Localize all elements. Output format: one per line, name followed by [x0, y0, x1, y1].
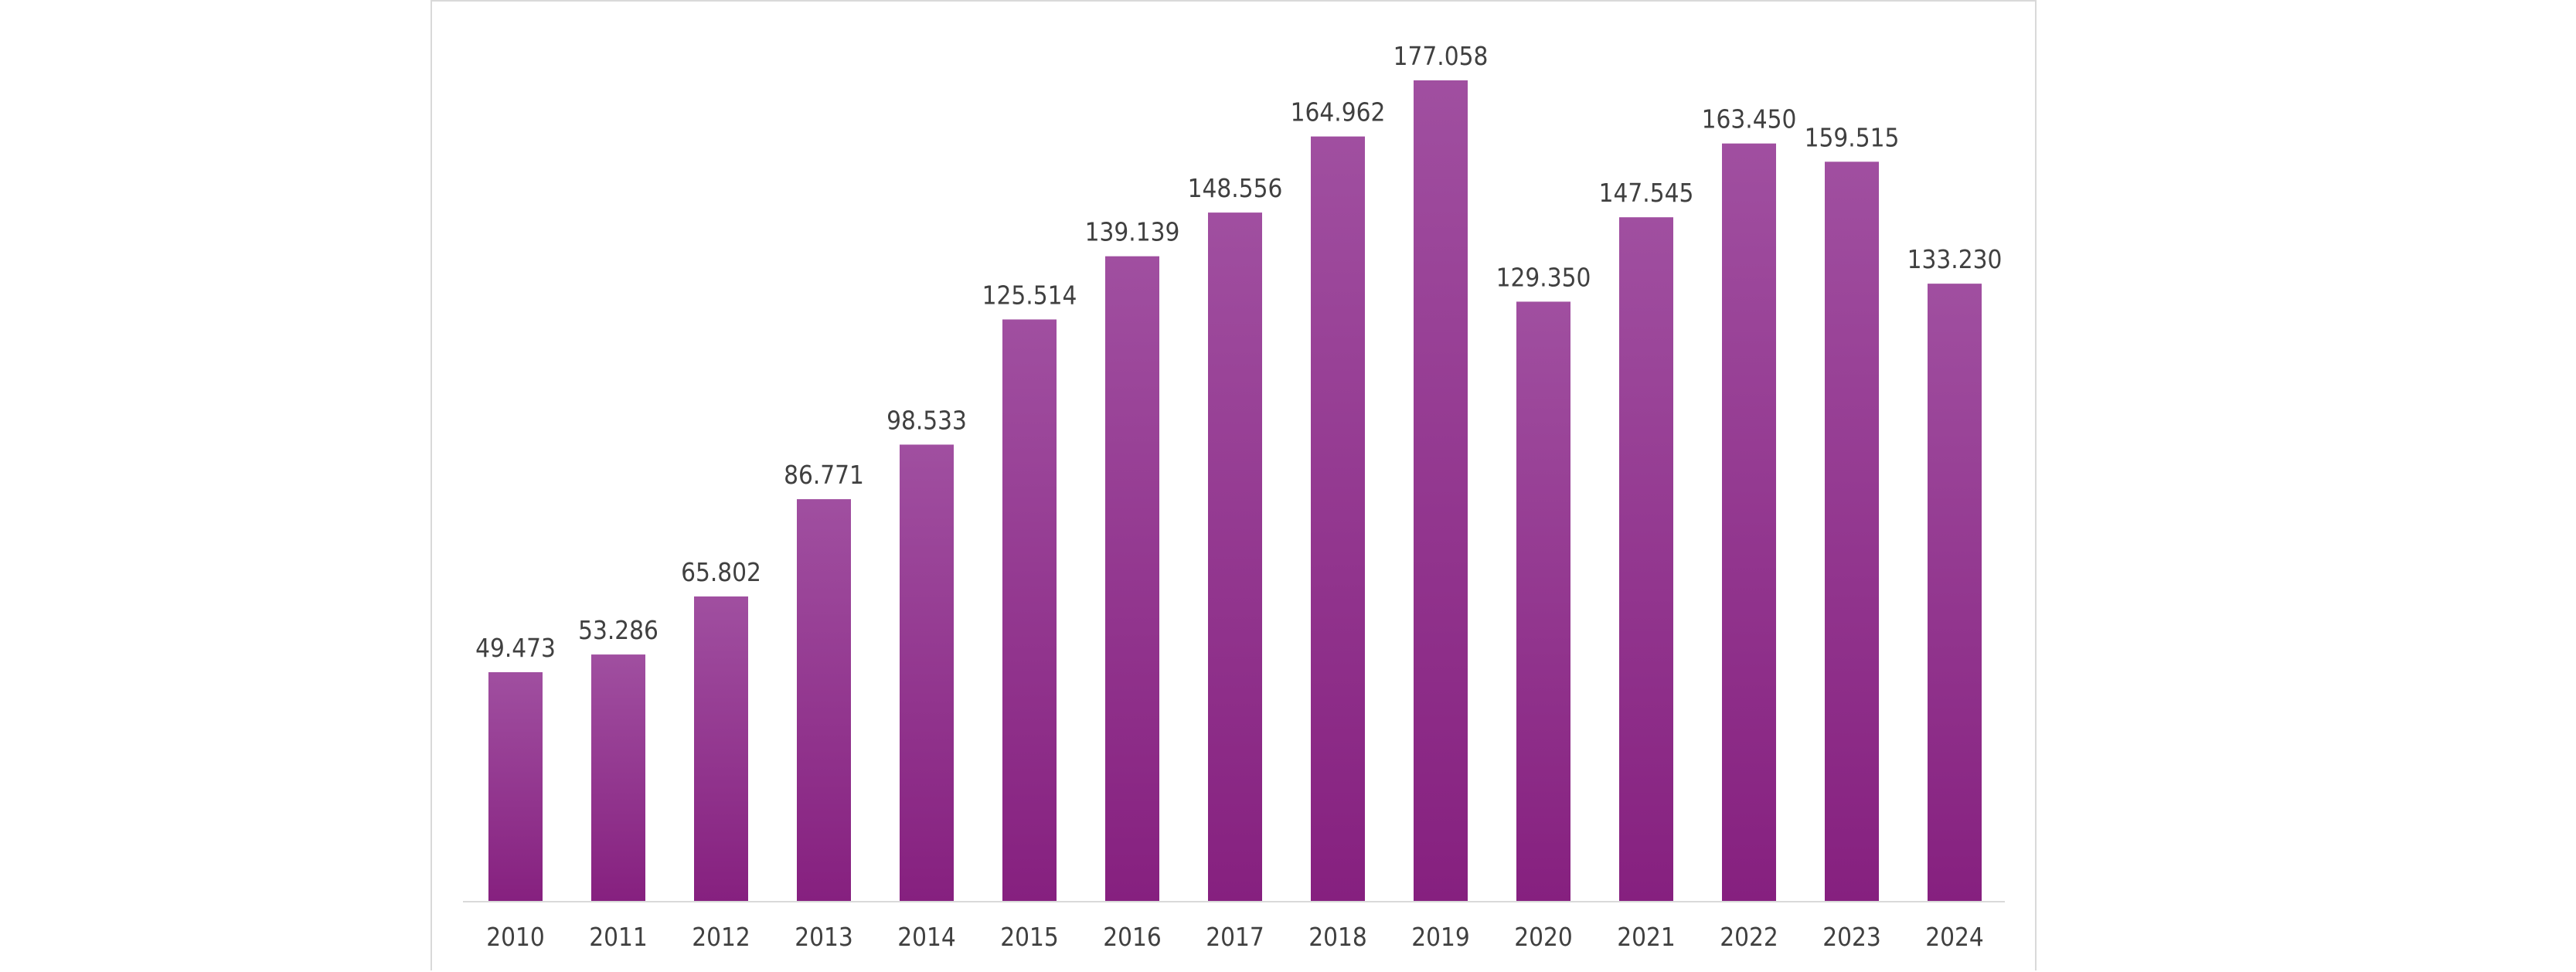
data-label-2024: 133.230: [1907, 244, 2003, 274]
x-tick-label-2022: 2022: [1720, 922, 1778, 952]
x-tick-label-2019: 2019: [1411, 922, 1470, 952]
data-label-2012: 65.802: [681, 557, 761, 587]
x-tick-label-2018: 2018: [1308, 922, 1367, 952]
data-label-2013: 86.771: [784, 460, 864, 490]
x-tick-label-2021: 2021: [1617, 922, 1676, 952]
x-tick-label-2010: 2010: [486, 922, 545, 952]
bar-2012: [694, 596, 748, 902]
x-tick-label-2023: 2023: [1822, 922, 1881, 952]
data-label-2011: 53.286: [578, 615, 658, 645]
bar-2022: [1722, 143, 1776, 902]
x-tick-label-2015: 2015: [1000, 922, 1059, 952]
chart-frame: 49.473 53.286 65.802 86.771 98.533 125.514 139…: [430, 0, 2037, 970]
bar-2015: [1002, 319, 1057, 902]
x-axis-tick-labels: 2010 2011 2012 2013 2014 2015 2016 2017 2018 2019…: [486, 922, 1984, 952]
value-labels-layer: 49.473 53.286 65.802 86.771 98.533 125.514 139…: [475, 41, 2002, 663]
data-label-2017: 148.556: [1188, 173, 1283, 203]
data-label-2016: 139.139: [1085, 217, 1180, 247]
data-label-2018: 164.962: [1291, 97, 1386, 127]
data-label-2023: 159.515: [1805, 122, 1900, 152]
data-label-2021: 147.545: [1599, 178, 1694, 208]
data-label-2010: 49.473: [475, 633, 556, 663]
bar-2017: [1208, 212, 1262, 902]
x-tick-label-2012: 2012: [692, 922, 750, 952]
bar-2014: [900, 444, 954, 902]
bar-chart: 49.473 53.286 65.802 86.771 98.533 125.514 139…: [463, 41, 2005, 952]
data-label-2022: 163.450: [1702, 104, 1797, 134]
bar-2018: [1311, 136, 1365, 902]
x-tick-label-2011: 2011: [589, 922, 648, 952]
bars-layer: [488, 80, 1982, 902]
x-tick-label-2024: 2024: [1925, 922, 1984, 952]
x-tick-label-2014: 2014: [897, 922, 956, 952]
x-tick-label-2020: 2020: [1514, 922, 1573, 952]
bar-2011: [591, 654, 645, 902]
bar-2020: [1516, 301, 1570, 902]
data-label-2014: 98.533: [886, 405, 967, 435]
bar-2019: [1414, 80, 1468, 902]
data-label-2019: 177.058: [1393, 41, 1489, 71]
x-tick-label-2016: 2016: [1103, 922, 1162, 952]
x-tick-label-2013: 2013: [795, 922, 853, 952]
data-label-2015: 125.514: [982, 280, 1077, 310]
x-tick-label-2017: 2017: [1206, 922, 1264, 952]
data-label-2020: 129.350: [1496, 262, 1591, 292]
bar-2010: [488, 671, 543, 902]
bar-2024: [1928, 284, 1982, 902]
bar-2023: [1825, 161, 1879, 902]
bar-2016: [1105, 256, 1159, 902]
bar-2021: [1619, 217, 1673, 902]
bar-2013: [797, 499, 851, 902]
